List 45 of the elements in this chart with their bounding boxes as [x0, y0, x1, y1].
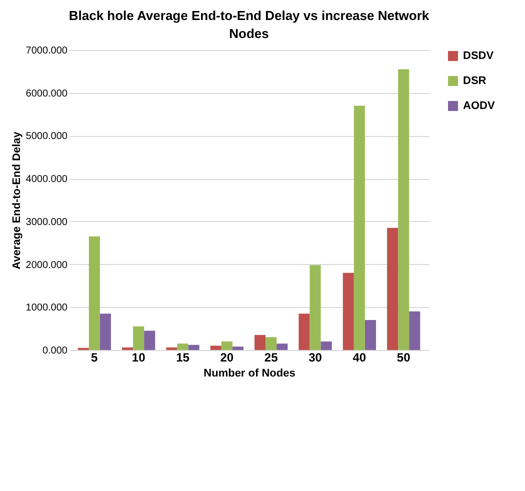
- x-tick-label: 10: [132, 350, 146, 364]
- bar: [298, 314, 310, 350]
- bar: [342, 272, 354, 350]
- bar: [320, 341, 332, 350]
- x-tick-label: 30: [308, 350, 322, 364]
- bar: [254, 335, 266, 350]
- x-tick-label: 20: [220, 350, 234, 364]
- chart-title: Black hole Average End-to-End Delay vs increase Network Nodes: [68, 8, 430, 41]
- legend-label: AODV: [463, 100, 496, 112]
- x-tick-label: 5: [91, 350, 98, 364]
- legend-label: DSR: [463, 75, 486, 87]
- bar: [100, 314, 111, 350]
- bar: [354, 106, 365, 350]
- bar: [122, 347, 134, 350]
- x-axis-title: Number of Nodes: [204, 368, 296, 380]
- bar: [276, 344, 288, 350]
- y-tick-label: 6000.000: [26, 88, 68, 100]
- bar: [221, 341, 232, 350]
- bar: [88, 236, 100, 350]
- bar: [364, 320, 376, 350]
- bar: [210, 346, 222, 350]
- y-tick-label: 0.000: [42, 346, 68, 356]
- y-tick-label: 1000.000: [26, 302, 68, 314]
- y-tick-label: 4000.000: [26, 174, 68, 186]
- legend-label: DSDV: [463, 50, 494, 62]
- bar: [387, 228, 398, 350]
- y-tick-label: 5000.000: [26, 131, 68, 142]
- bar: [310, 265, 321, 350]
- bar: [266, 337, 277, 350]
- bar: [232, 346, 244, 350]
- bar: [409, 311, 420, 350]
- bar: [398, 69, 410, 350]
- y-tick-label: 3000.000: [26, 216, 68, 228]
- bar: [133, 326, 144, 350]
- x-tick-label: 50: [396, 350, 411, 364]
- bar: [177, 344, 188, 350]
- y-axis-title: Average End-to-End Delay: [10, 130, 23, 270]
- bar: [144, 330, 156, 350]
- bar: [188, 344, 200, 350]
- y-tick-label: 2000.000: [26, 260, 68, 271]
- x-tick-label: 25: [264, 350, 278, 364]
- x-tick-label: 15: [176, 350, 190, 364]
- y-tick-label: 7000.000: [26, 46, 68, 56]
- x-tick-label: 40: [352, 350, 366, 364]
- bar: [166, 347, 178, 350]
